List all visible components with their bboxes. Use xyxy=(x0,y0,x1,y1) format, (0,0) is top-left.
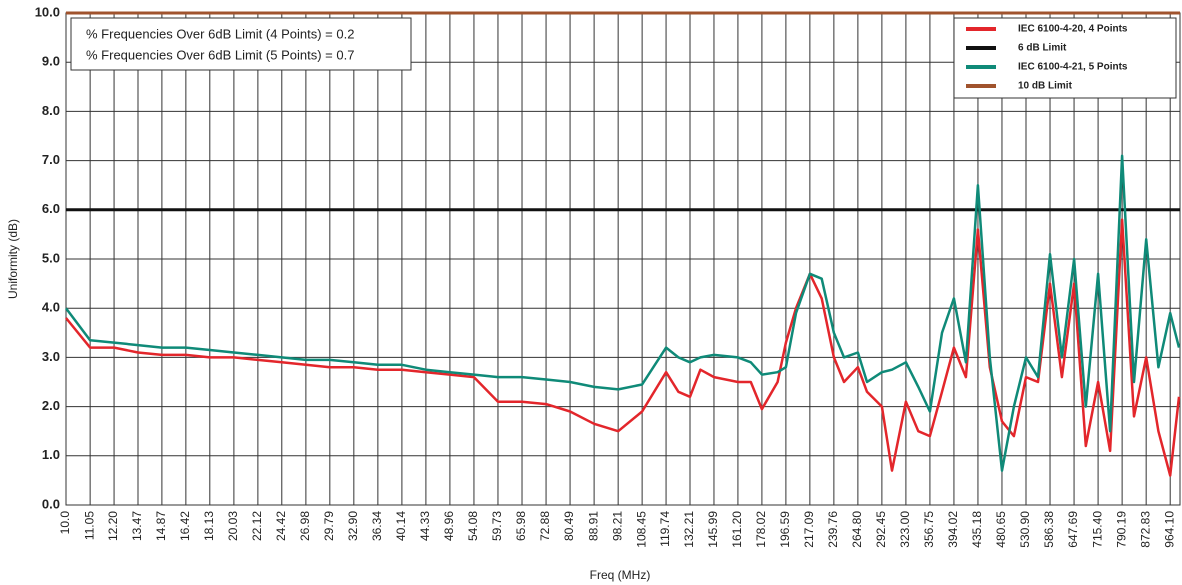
x-tick-label: 10.0 xyxy=(58,511,72,535)
y-tick-label: 1.0 xyxy=(42,447,60,462)
x-tick-label: 647.69 xyxy=(1066,511,1080,548)
x-tick-label: 964.10 xyxy=(1162,511,1176,548)
x-tick-label: 14.87 xyxy=(154,511,168,541)
y-tick-label: 9.0 xyxy=(42,54,60,69)
x-tick-label: 161.20 xyxy=(730,511,744,548)
x-tick-label: 108.45 xyxy=(634,511,648,548)
x-tick-label: 48.96 xyxy=(442,511,456,541)
legend-label: 6 dB Limit xyxy=(1018,43,1067,54)
x-tick-label: 26.98 xyxy=(298,511,312,541)
x-tick-label: 178.02 xyxy=(754,511,768,548)
x-tick-label: 36.34 xyxy=(370,511,384,541)
annotation: % Frequencies Over 6dB Limit (4 Points) … xyxy=(86,26,354,41)
x-tick-label: 394.02 xyxy=(946,511,960,548)
annotation: % Frequencies Over 6dB Limit (5 Points) … xyxy=(86,47,354,62)
x-tick-label: 790.19 xyxy=(1114,511,1128,548)
y-axis-title: Uniformity (dB) xyxy=(6,219,20,299)
x-tick-label: 88.91 xyxy=(586,511,600,541)
x-tick-label: 40.14 xyxy=(394,511,408,541)
x-tick-label: 11.05 xyxy=(82,511,96,540)
x-tick-label: 217.09 xyxy=(802,511,816,548)
x-axis-title: Freq (MHz) xyxy=(590,568,651,582)
x-tick-label: 435.18 xyxy=(970,511,984,548)
y-tick-label: 7.0 xyxy=(42,152,60,167)
x-tick-label: 24.42 xyxy=(274,511,288,541)
x-tick-label: 715.40 xyxy=(1090,511,1104,548)
legend-label: IEC 6100-4-20, 4 Points xyxy=(1018,24,1128,35)
x-tick-label: 20.03 xyxy=(226,511,240,541)
y-tick-label: 6.0 xyxy=(42,201,60,216)
x-tick-label: 586.38 xyxy=(1042,511,1056,548)
x-tick-label: 13.47 xyxy=(130,511,144,541)
x-tick-label: 292.45 xyxy=(874,511,888,548)
x-tick-label: 65.98 xyxy=(514,511,528,541)
x-tick-label: 872.83 xyxy=(1138,511,1152,548)
y-tick-label: 8.0 xyxy=(42,103,60,118)
x-tick-label: 264.80 xyxy=(850,511,864,548)
y-tick-label: 5.0 xyxy=(42,250,60,265)
x-tick-label: 530.90 xyxy=(1018,511,1032,548)
x-tick-label: 356.75 xyxy=(922,511,936,548)
x-tick-label: 16.42 xyxy=(178,511,192,541)
x-tick-label: 59.73 xyxy=(490,511,504,541)
x-tick-label: 54.08 xyxy=(466,511,480,541)
legend-label: IEC 6100-4-21, 5 Points xyxy=(1018,62,1128,73)
x-tick-label: 18.13 xyxy=(202,511,216,541)
y-tick-label: 0.0 xyxy=(42,496,60,511)
x-tick-label: 132.21 xyxy=(682,511,696,548)
y-tick-label: 10.0 xyxy=(35,4,60,19)
annotation-box xyxy=(70,17,412,71)
x-tick-label: 44.33 xyxy=(418,511,432,541)
x-tick-label: 480.65 xyxy=(994,511,1008,548)
x-tick-label: 98.21 xyxy=(610,511,624,541)
x-tick-label: 80.49 xyxy=(562,511,576,541)
x-tick-label: 29.79 xyxy=(322,511,336,541)
x-tick-label: 119.74 xyxy=(658,511,672,547)
y-tick-label: 4.0 xyxy=(42,300,60,315)
series-line xyxy=(65,154,1181,472)
y-tick-label: 3.0 xyxy=(42,349,60,364)
y-tick-label: 2.0 xyxy=(42,398,60,413)
x-tick-label: 12.20 xyxy=(106,511,120,541)
x-tick-label: 22.12 xyxy=(250,511,264,541)
x-tick-label: 323.00 xyxy=(898,511,912,548)
series-line xyxy=(65,218,1181,477)
x-tick-label: 32.90 xyxy=(346,511,360,541)
x-tick-label: 196.59 xyxy=(778,511,792,548)
x-tick-label: 239.76 xyxy=(826,511,840,548)
legend-label: 10 dB Limit xyxy=(1018,81,1073,92)
x-tick-label: 72.88 xyxy=(538,511,552,541)
x-tick-label: 145.99 xyxy=(706,511,720,548)
